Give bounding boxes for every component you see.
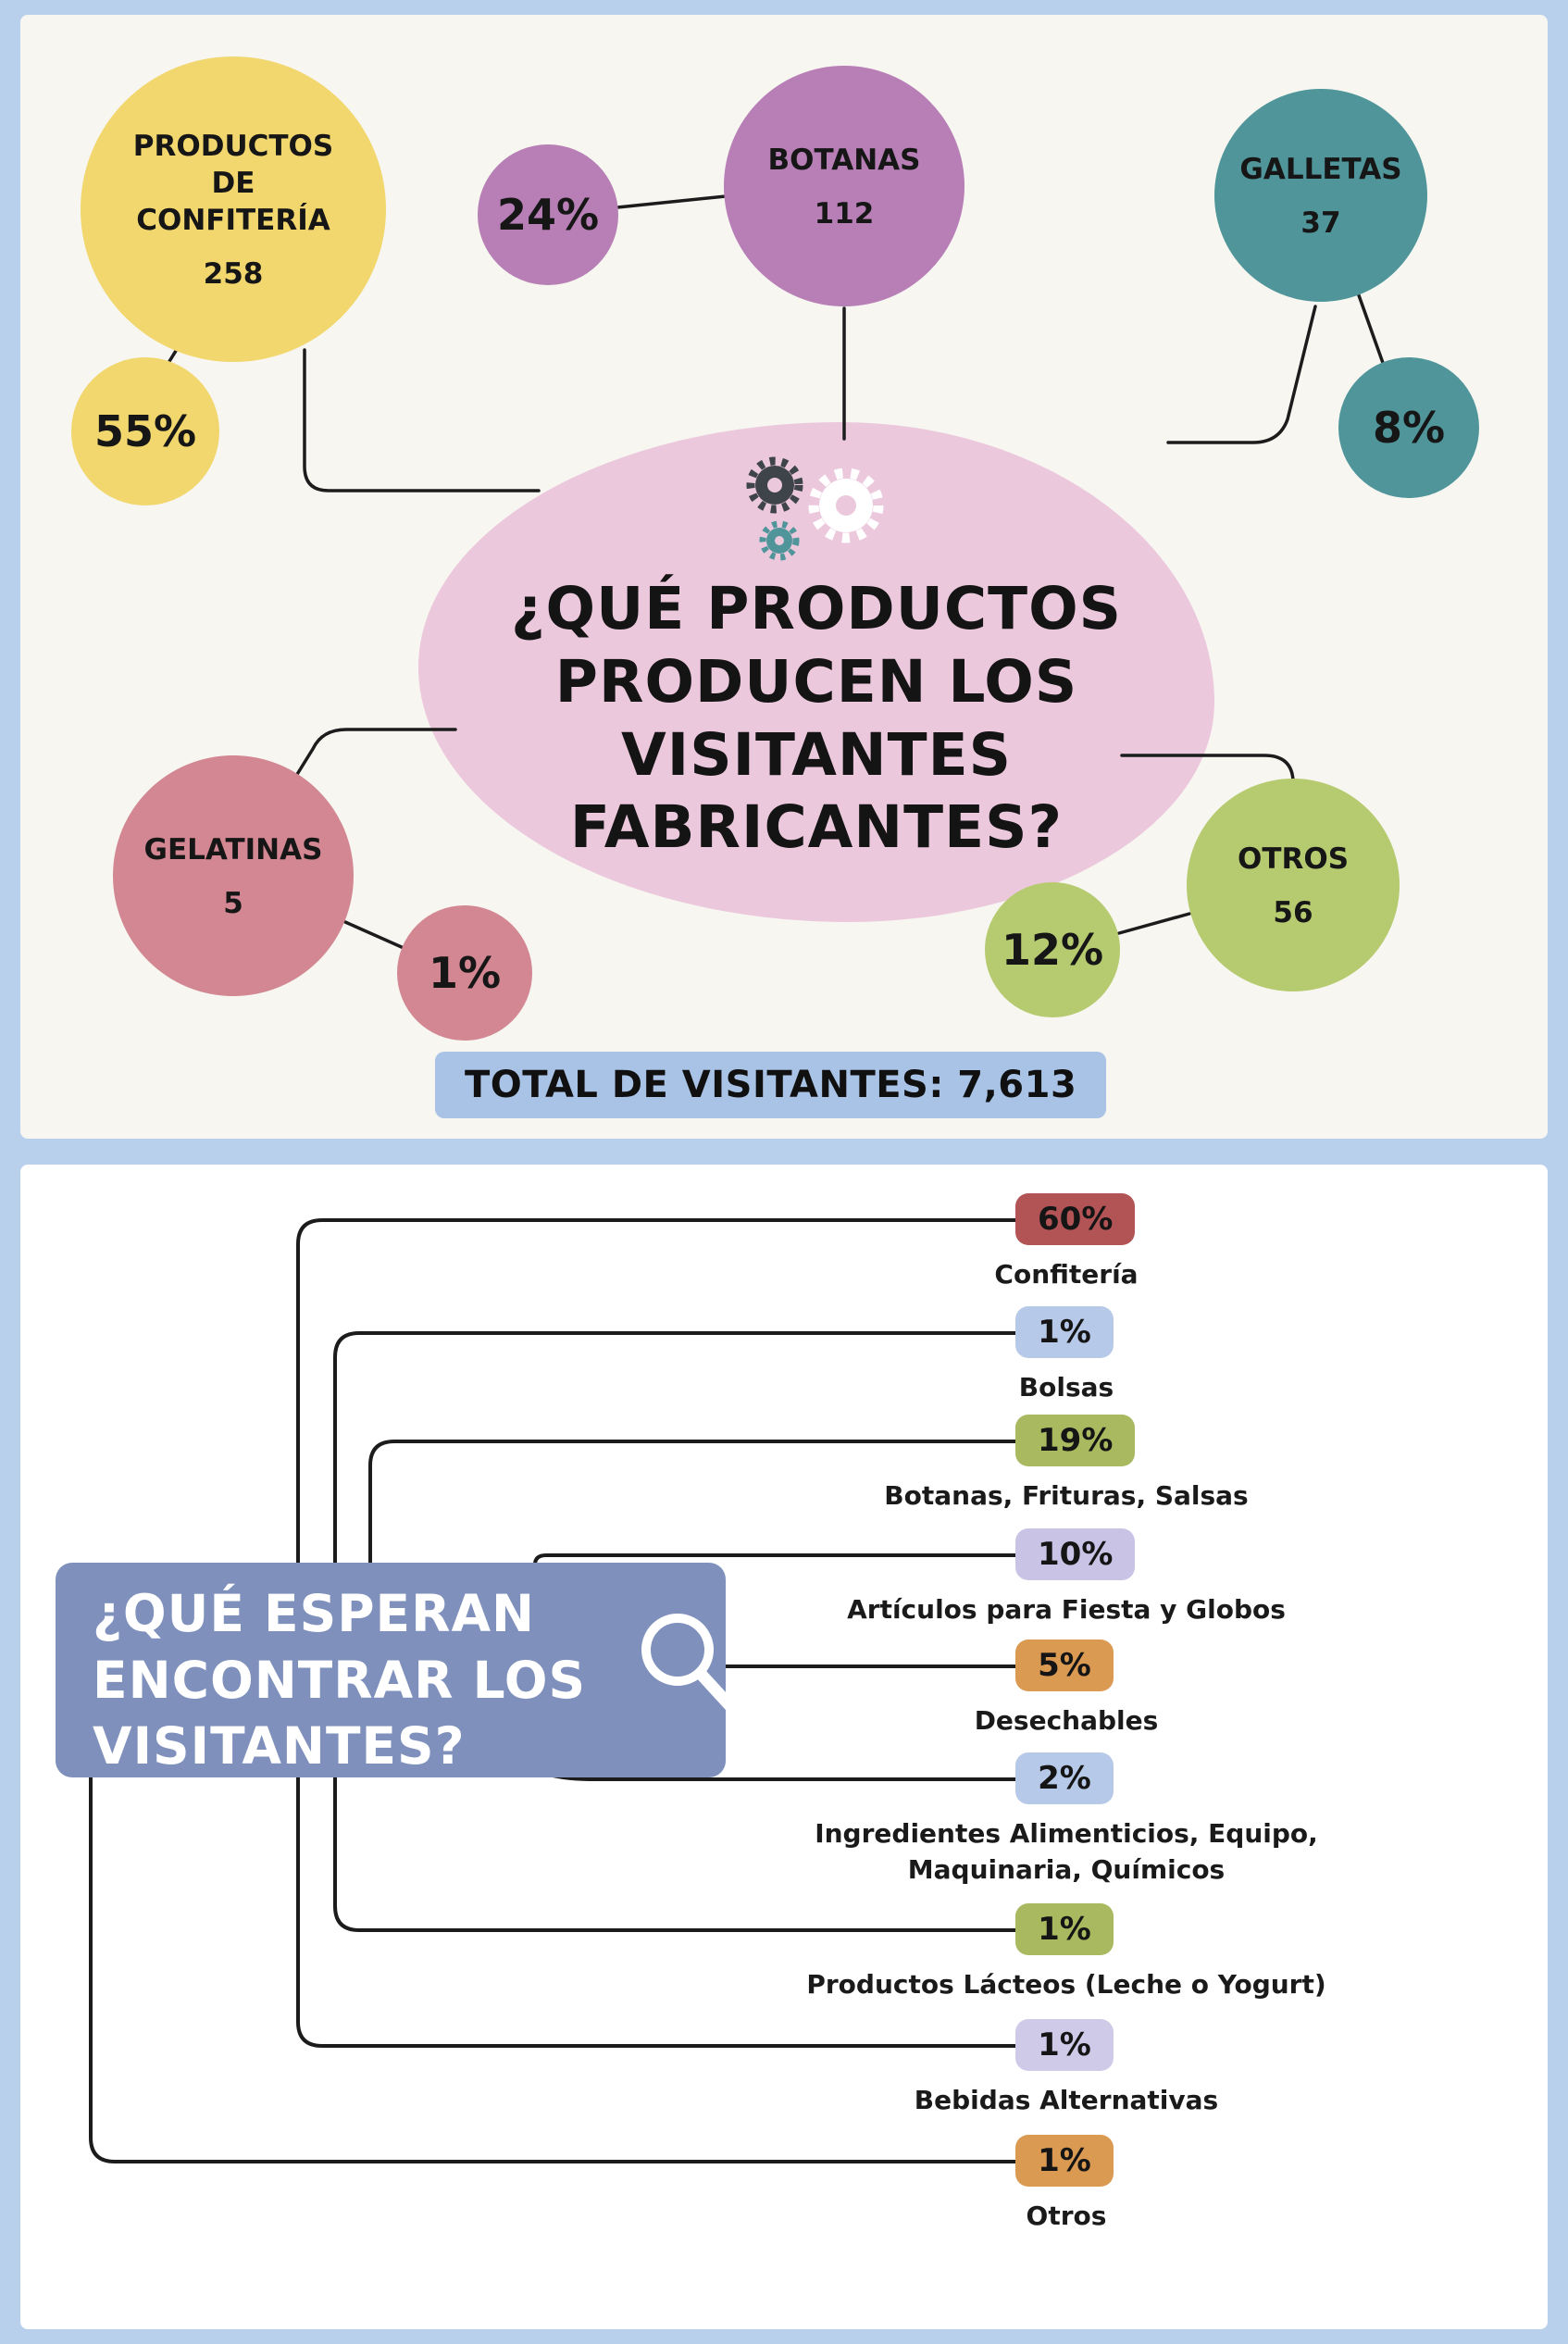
category-percent: 24% — [496, 190, 600, 240]
category-value: 258 — [203, 257, 264, 292]
connector — [1166, 305, 1317, 444]
main-title-line: FABRICANTES? — [569, 793, 1064, 862]
category-name: GALLETAS — [1239, 152, 1402, 186]
percent-bubble-botanas: 24% — [478, 144, 618, 285]
category-bubble-botanas: BOTANAS 112 — [724, 66, 964, 306]
connector — [1117, 912, 1191, 935]
connector — [303, 348, 541, 492]
category-value: 5 — [223, 887, 243, 921]
connector — [296, 1218, 1017, 1566]
category-name: GELATINAS — [143, 832, 323, 867]
connector — [333, 1331, 1017, 1566]
item-label: Productos Lácteos (Leche o Yogurt) — [806, 1969, 1326, 2000]
connector — [333, 1772, 1017, 1932]
category-value: 37 — [1300, 206, 1341, 241]
percent-badge: 60% — [1015, 1193, 1136, 1245]
item-label: Bebidas Alternativas — [914, 2085, 1219, 2115]
category-percent: 12% — [1001, 925, 1104, 975]
category-percent: 8% — [1372, 403, 1446, 453]
connector — [294, 728, 457, 778]
percent-badge: 1% — [1015, 1903, 1114, 1955]
item-label: Artículos para Fiesta y Globos — [847, 1594, 1286, 1625]
percent-bubble-gelatinas: 1% — [397, 905, 532, 1041]
percent-badge: 1% — [1015, 2019, 1114, 2071]
question-line: ¿QUÉ ESPERAN — [93, 1584, 536, 1643]
top-infographic-panel: ¿QUÉ PRODUCTOS PRODUCEN LOS VISITANTES F… — [20, 15, 1548, 1139]
total-visitors-banner: TOTAL DE VISITANTES: 7,613 — [435, 1052, 1107, 1118]
category-bubble-gelatinas: GELATINAS 5 — [113, 755, 354, 996]
percent-badge: 10% — [1015, 1528, 1136, 1580]
magnifying-glass-icon — [641, 1614, 738, 1714]
category-name: BOTANAS — [767, 143, 921, 177]
item-label: Desechables — [974, 1705, 1159, 1736]
main-title-line: ¿QUÉ PRODUCTOS — [510, 575, 1123, 642]
item-label: Otros — [1026, 2201, 1107, 2231]
item-label: Ingredientes Alimenticios, Equipo, Maqui… — [815, 1818, 1318, 1886]
question-box: ¿QUÉ ESPERAN ENCONTRAR LOS VISITANTES? — [56, 1563, 738, 1777]
category-value: 56 — [1273, 896, 1313, 930]
connector — [89, 1772, 1017, 2163]
connector — [1120, 754, 1295, 783]
percent-badge: 1% — [1015, 2135, 1114, 2187]
main-title-line: PRODUCEN LOS — [554, 647, 1078, 716]
category-name: OTROS — [1237, 842, 1350, 876]
percent-bubble-galletas: 8% — [1338, 357, 1479, 498]
connector — [343, 920, 405, 950]
category-percent: 1% — [428, 948, 502, 998]
connector — [1357, 293, 1385, 365]
connector — [296, 1772, 1017, 2048]
connector — [368, 1440, 1017, 1566]
percent-badge: 5% — [1015, 1640, 1114, 1691]
main-title-line: VISITANTES — [621, 720, 1012, 789]
connector-lines — [162, 194, 1385, 950]
category-bubble-otros: OTROS 56 — [1187, 779, 1400, 991]
gears-icon — [746, 456, 884, 561]
item-label: Confitería — [994, 1259, 1139, 1290]
category-percent: 55% — [93, 406, 197, 456]
connector — [616, 194, 728, 209]
percent-badge: 19% — [1015, 1415, 1136, 1466]
percent-bubble-otros: 12% — [985, 882, 1120, 1017]
item-label: Bolsas — [1018, 1372, 1114, 1403]
percent-badge: 2% — [1015, 1752, 1114, 1804]
category-bubble-galletas: GALLETAS 37 — [1214, 89, 1427, 302]
question-line: VISITANTES? — [93, 1716, 466, 1776]
item-label: Botanas, Frituras, Salsas — [884, 1480, 1249, 1511]
bottom-infographic-panel: ¿QUÉ ESPERAN ENCONTRAR LOS VISITANTES? 6… — [20, 1165, 1548, 2329]
question-line: ENCONTRAR LOS — [93, 1650, 587, 1710]
category-bubble-confiteria: PRODUCTOS DE CONFITERÍA 258 — [81, 56, 386, 362]
percent-bubble-confiteria: 55% — [71, 357, 219, 505]
category-value: 112 — [814, 197, 875, 231]
percent-badge: 1% — [1015, 1306, 1114, 1358]
title-blob: ¿QUÉ PRODUCTOS PRODUCEN LOS VISITANTES F… — [418, 422, 1214, 922]
category-name: PRODUCTOS DE CONFITERÍA — [132, 129, 334, 238]
